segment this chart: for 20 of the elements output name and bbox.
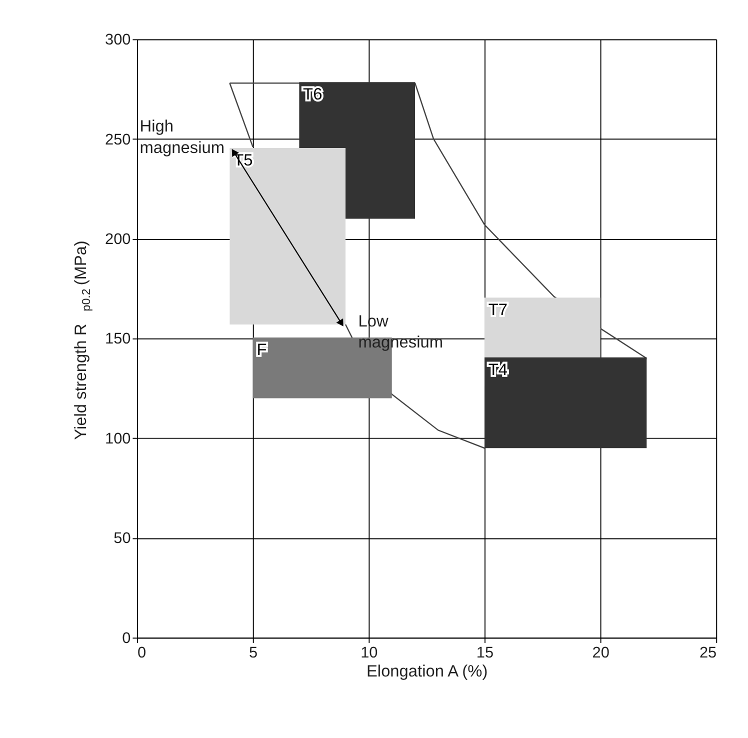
x-tick-label: 25 xyxy=(699,644,717,662)
annotation: High magnesium xyxy=(140,118,224,157)
x-tick-label: 5 xyxy=(249,644,258,662)
y-tick-label: 150 xyxy=(105,330,131,348)
series-label: F xyxy=(256,340,267,359)
y-tick-label: 200 xyxy=(105,231,131,248)
x-tick-label: 0 xyxy=(138,644,146,662)
x-tick-label: 20 xyxy=(592,644,610,662)
series-label: T4 xyxy=(488,360,508,379)
series-label: T7 xyxy=(488,300,508,319)
y-tick-label: 50 xyxy=(114,530,131,548)
y-tick-label: 300 xyxy=(105,32,131,49)
y-tick-label: 100 xyxy=(105,430,131,448)
y-axis-title: Yield strength Rp0.2 (MPa) xyxy=(72,240,93,440)
x-tick-label: 15 xyxy=(476,644,494,662)
y-tick-label: 250 xyxy=(105,131,131,148)
x-tick-label: 10 xyxy=(360,644,378,662)
x-axis-title: Elongation A (%) xyxy=(366,662,488,681)
y-tick-label: 0 xyxy=(122,630,131,647)
series-label: T6 xyxy=(303,86,322,104)
